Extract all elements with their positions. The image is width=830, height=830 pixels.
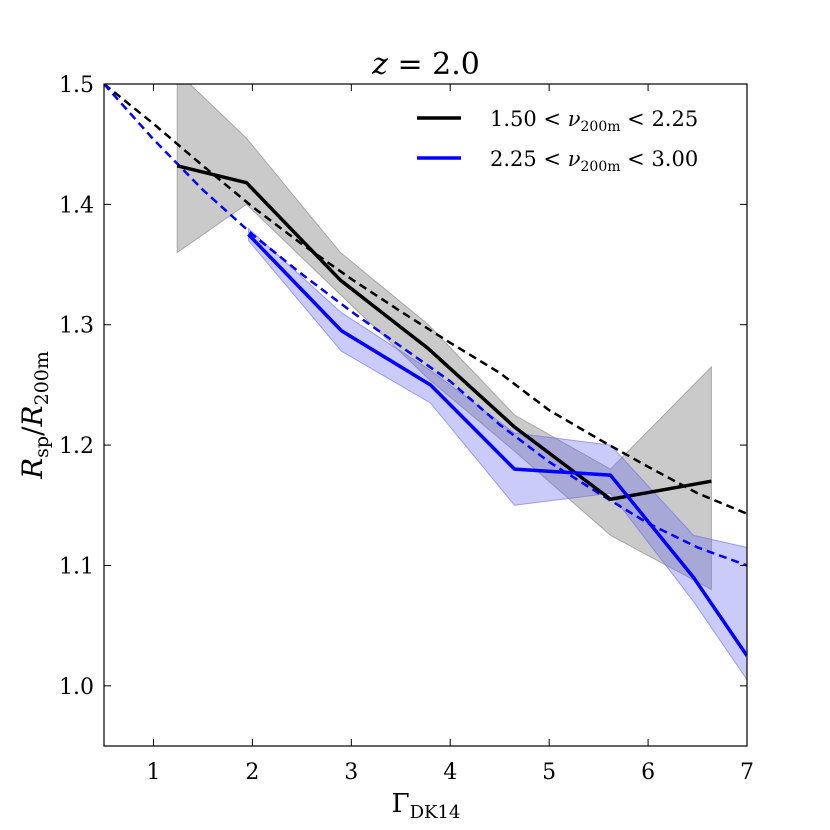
x-tick-label: 1 [146, 760, 160, 785]
title-rest: = 2.0 [388, 47, 480, 82]
model-curve-1 [104, 84, 747, 515]
y-axis-label-den-sub: 200m [31, 351, 53, 405]
series-line-2 [247, 233, 747, 657]
y-tick-label: 1.4 [59, 193, 94, 218]
x-tick-label: 2 [245, 760, 259, 785]
x-axis-label: ΓDK14 [392, 789, 461, 823]
x-tick-label: 6 [641, 760, 655, 785]
y-axis-label-den: R [16, 405, 49, 427]
y-axis-ticks: 1.0 1.1 1.2 1.3 1.4 1.5 [59, 73, 747, 700]
model-curve-2 [104, 84, 747, 567]
y-tick-label: 1.3 [59, 314, 94, 339]
series-line-1 [176, 164, 712, 502]
x-tick-label: 4 [443, 760, 457, 785]
chart-title: z = 2.0 [371, 47, 480, 82]
model-curves [104, 84, 747, 567]
x-tick-label: 5 [542, 760, 556, 785]
y-axis-label-num: R [16, 458, 49, 480]
x-axis-ticks: 1 2 3 4 5 6 7 [146, 84, 754, 785]
title-variable: z [371, 47, 388, 82]
legend-label-1: 1.50 < ν200m < 2.25 [490, 107, 698, 135]
y-tick-label: 1.2 [59, 434, 94, 459]
y-axis-label: Rsp/R200m [16, 351, 53, 480]
y-tick-label: 1.5 [59, 73, 94, 98]
x-tick-label: 3 [344, 760, 358, 785]
x-tick-label: 7 [740, 760, 754, 785]
x-axis-label-sub: DK14 [410, 802, 461, 823]
y-tick-label: 1.0 [59, 675, 94, 700]
error-band-1 [176, 84, 712, 591]
plot-frame [103, 83, 748, 747]
y-tick-label: 1.1 [59, 554, 94, 579]
y-axis-label-num-sub: sp [31, 436, 53, 458]
legend-label-2: 2.25 < ν200m < 3.00 [490, 147, 698, 175]
x-axis-label-main: Γ [392, 789, 410, 819]
legend: 1.50 < ν200m < 2.25 2.25 < ν200m < 3.00 [417, 107, 698, 175]
data-lines [176, 164, 747, 657]
